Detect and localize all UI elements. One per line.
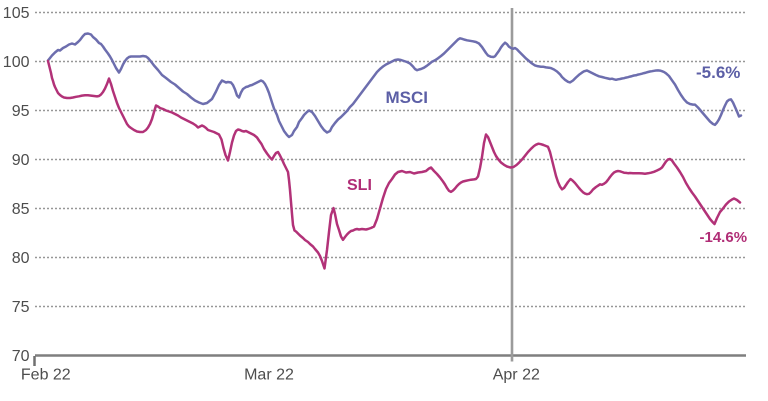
- svg-text:SLI: SLI: [347, 177, 372, 194]
- svg-text:Mar 22: Mar 22: [244, 367, 294, 384]
- svg-text:100: 100: [3, 54, 30, 71]
- svg-text:80: 80: [12, 250, 30, 267]
- svg-text:-5.6%: -5.6%: [696, 63, 740, 82]
- svg-text:MSCI: MSCI: [386, 88, 429, 107]
- svg-text:70: 70: [12, 348, 30, 365]
- svg-text:95: 95: [12, 103, 30, 120]
- svg-text:-14.6%: -14.6%: [700, 229, 748, 246]
- svg-text:75: 75: [12, 299, 30, 316]
- svg-text:Apr 22: Apr 22: [493, 367, 540, 384]
- svg-text:Feb 22: Feb 22: [21, 367, 71, 384]
- svg-text:105: 105: [3, 5, 30, 22]
- svg-text:90: 90: [12, 152, 30, 169]
- svg-text:85: 85: [12, 201, 30, 218]
